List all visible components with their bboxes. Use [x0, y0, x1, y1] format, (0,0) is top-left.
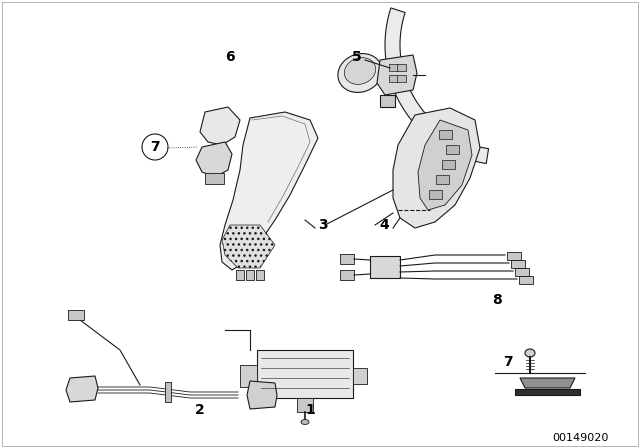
FancyBboxPatch shape: [397, 76, 406, 82]
Polygon shape: [418, 120, 472, 210]
FancyBboxPatch shape: [240, 365, 257, 387]
FancyBboxPatch shape: [236, 270, 244, 280]
Ellipse shape: [301, 419, 309, 425]
Text: 3: 3: [318, 218, 328, 232]
FancyBboxPatch shape: [165, 382, 171, 402]
Text: 5: 5: [352, 50, 362, 64]
FancyBboxPatch shape: [445, 146, 458, 155]
Polygon shape: [247, 381, 277, 409]
FancyBboxPatch shape: [438, 130, 451, 139]
Text: 4: 4: [379, 218, 389, 232]
FancyBboxPatch shape: [340, 270, 354, 280]
Polygon shape: [196, 142, 232, 177]
FancyBboxPatch shape: [388, 76, 397, 82]
Polygon shape: [66, 376, 98, 402]
FancyBboxPatch shape: [353, 368, 367, 384]
Text: 00149020: 00149020: [552, 433, 608, 443]
FancyBboxPatch shape: [370, 256, 400, 278]
Polygon shape: [515, 389, 580, 395]
Text: 8: 8: [492, 293, 502, 307]
FancyBboxPatch shape: [246, 270, 254, 280]
Text: 2: 2: [195, 403, 205, 417]
FancyBboxPatch shape: [519, 276, 533, 284]
Ellipse shape: [344, 58, 376, 84]
FancyBboxPatch shape: [205, 173, 223, 185]
Text: 7: 7: [503, 355, 513, 369]
Ellipse shape: [338, 54, 382, 92]
Polygon shape: [393, 108, 480, 228]
FancyBboxPatch shape: [297, 398, 313, 412]
FancyBboxPatch shape: [442, 160, 454, 169]
Polygon shape: [222, 225, 275, 268]
FancyBboxPatch shape: [515, 268, 529, 276]
Ellipse shape: [525, 349, 535, 357]
FancyBboxPatch shape: [435, 176, 449, 185]
Polygon shape: [377, 55, 417, 95]
FancyBboxPatch shape: [257, 350, 353, 398]
FancyBboxPatch shape: [397, 65, 406, 72]
FancyBboxPatch shape: [507, 252, 521, 260]
FancyBboxPatch shape: [429, 190, 442, 199]
Text: 7: 7: [150, 140, 160, 154]
Text: 1: 1: [305, 403, 315, 417]
FancyBboxPatch shape: [340, 254, 354, 264]
Polygon shape: [380, 95, 395, 107]
Polygon shape: [200, 107, 240, 145]
FancyBboxPatch shape: [511, 260, 525, 268]
Polygon shape: [385, 8, 488, 164]
FancyBboxPatch shape: [68, 310, 84, 320]
Polygon shape: [520, 378, 575, 388]
Text: 6: 6: [225, 50, 235, 64]
Polygon shape: [220, 112, 318, 270]
FancyBboxPatch shape: [388, 65, 397, 72]
FancyBboxPatch shape: [256, 270, 264, 280]
